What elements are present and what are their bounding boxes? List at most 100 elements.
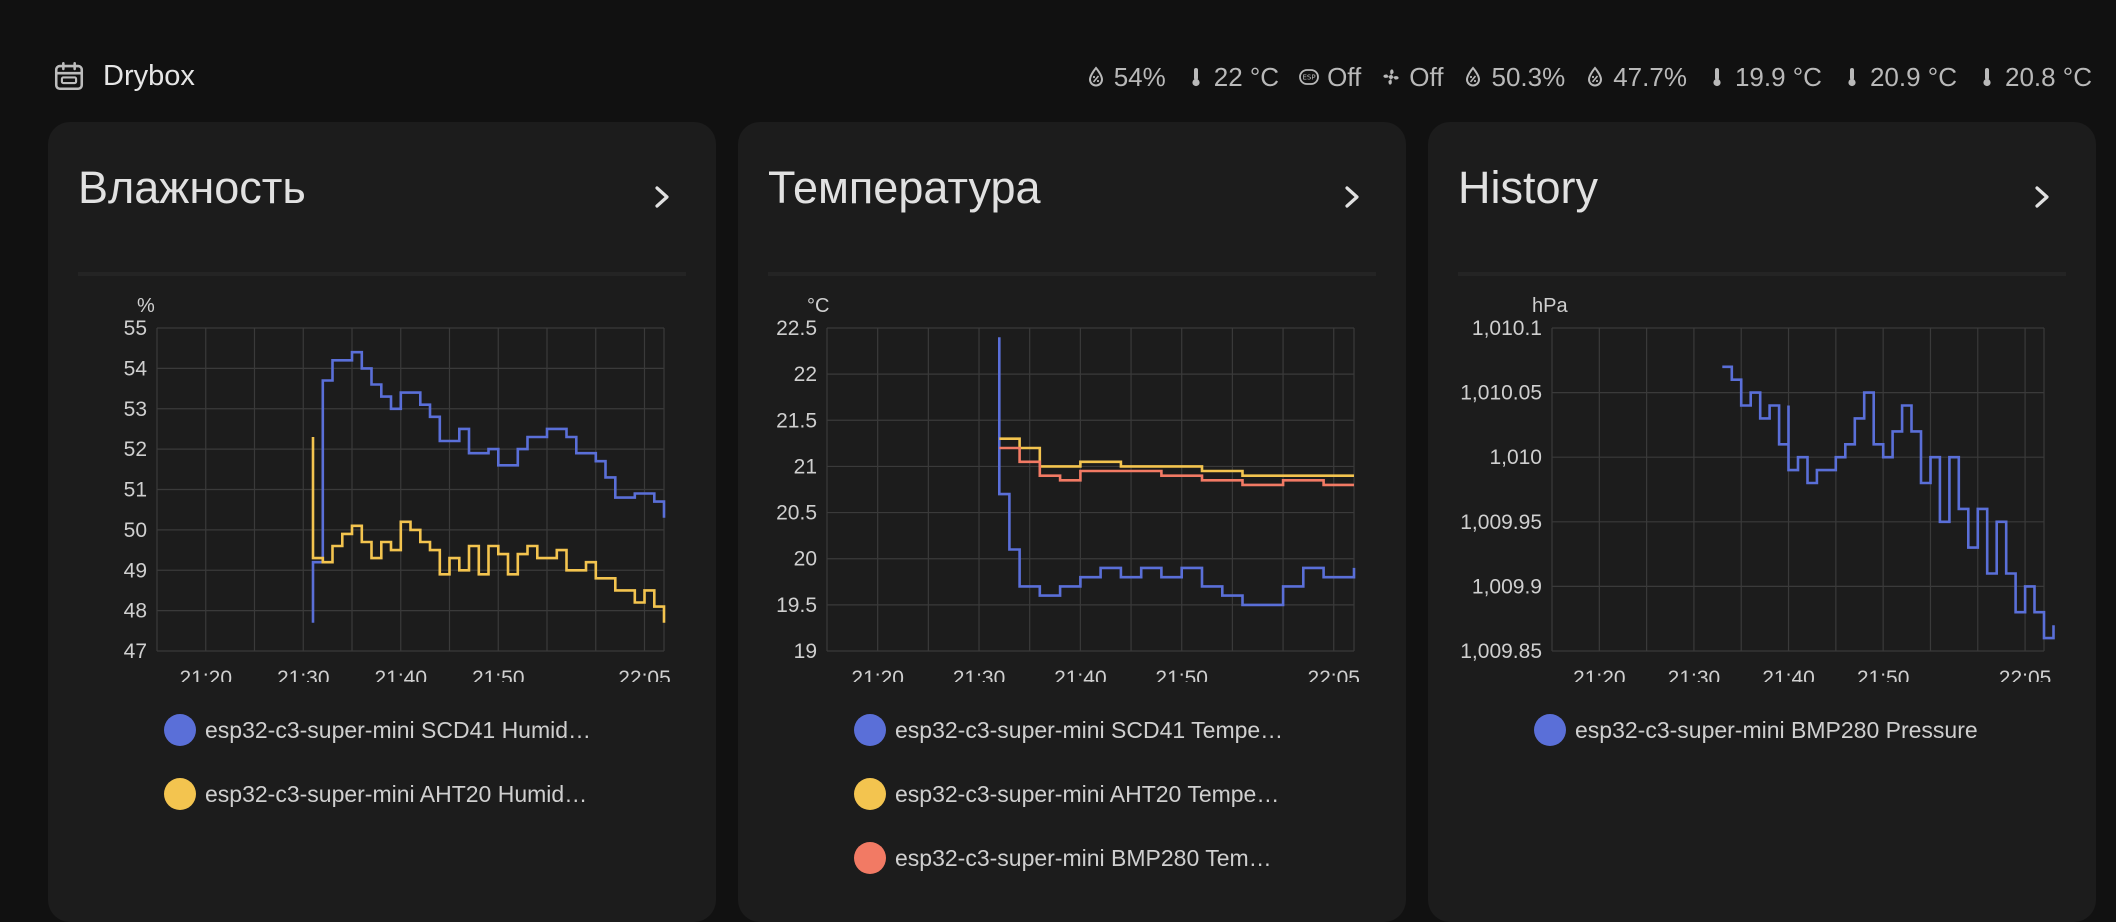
y-tick-label: 1,010.1 (1472, 317, 1542, 340)
badge-value: Off (1409, 61, 1444, 92)
temperature-card: Температура °C 22.5 22 21.5 21 20.5 20 19.5 19 21… (738, 122, 1406, 922)
legend-color-dot (854, 842, 886, 874)
divider (78, 272, 686, 276)
x-tick-label: 21:40 (1762, 667, 1815, 682)
card-title[interactable]: Влажность (78, 162, 306, 213)
legend-item[interactable]: esp32-c3-super-mini AHT20 Humid… (164, 778, 587, 810)
water-percent-icon (1088, 66, 1103, 87)
x-tick-label: 21:50 (472, 667, 525, 682)
y-tick-label: 19 (794, 640, 817, 663)
dashboard-brand: Drybox (52, 56, 195, 96)
y-tick-label: 22.5 (776, 317, 817, 340)
legend-color-dot (854, 714, 886, 746)
badge-value: 22 °C (1213, 61, 1280, 92)
x-tick-label: 22:05 (1307, 667, 1360, 682)
water-percent-icon (1466, 66, 1481, 87)
series-line[interactable] (999, 446, 1354, 487)
sensor-badge[interactable]: 19.9 °C (1705, 62, 1822, 93)
sensor-badge[interactable]: 47.7% (1583, 62, 1687, 93)
badge-value: 50.3% (1491, 61, 1566, 92)
y-tick-label: 55 (124, 317, 147, 340)
legend-item[interactable]: esp32-c3-super-mini SCD41 Humid… (164, 714, 591, 746)
legend-label: esp32-c3-super-mini AHT20 Humid… (205, 780, 588, 807)
x-tick-label: 21:50 (1155, 667, 1208, 682)
legend-color-dot (854, 778, 886, 810)
y-tick-label: 47 (124, 640, 147, 663)
sensor-badge[interactable]: 20.9 °C (1840, 62, 1957, 93)
sensor-badge[interactable]: 54% (1084, 62, 1166, 93)
series-line[interactable] (998, 337, 1356, 607)
svg-text:ESP: ESP (1303, 74, 1316, 82)
sensor-badge[interactable]: 22 °C (1184, 62, 1279, 93)
humidity-chart[interactable]: %55 54 53 52 51 50 49 48 47 21:20 21:30 21:40 21:50 2… (48, 122, 716, 682)
divider (1458, 272, 2066, 276)
legend-label: esp32-c3-super-mini SCD41 Humid… (205, 716, 592, 743)
x-tick-label: 22:05 (618, 667, 671, 682)
thermometer-icon (1983, 68, 1991, 87)
x-tick-label: 21:50 (1857, 667, 1910, 682)
dashboard-title: Drybox (103, 59, 195, 92)
water-percent-icon (1588, 66, 1603, 87)
legend-item[interactable]: esp32-c3-super-mini SCD41 Tempe… (854, 714, 1283, 746)
legend-color-dot (164, 714, 196, 746)
y-tick-label: 52 (124, 438, 147, 461)
legend-item[interactable]: esp32-c3-super-mini BMP280 Pressure (1534, 714, 1978, 746)
legend-item[interactable]: esp32-c3-super-mini BMP280 Tem… (854, 842, 1272, 874)
series-line[interactable] (311, 437, 666, 623)
chevron-right-icon[interactable] (648, 180, 676, 214)
y-tick-label: 20 (794, 548, 817, 571)
sensor-badge[interactable]: 50.3% (1461, 62, 1565, 93)
legend-item[interactable]: esp32-c3-super-mini AHT20 Tempe… (854, 778, 1279, 810)
legend-color-dot (1534, 714, 1566, 746)
series-line[interactable] (311, 350, 666, 623)
y-tick-label: 49 (124, 559, 147, 582)
x-tick-label: 21:40 (374, 667, 427, 682)
badge-value: 19.9 °C (1734, 61, 1822, 92)
badge-value: 20.8 °C (2004, 61, 2092, 92)
sensor-badge[interactable]: 20.8 °C (1975, 62, 2092, 93)
x-tick-label: 21:30 (953, 667, 1006, 682)
y-axis-unit: % (137, 295, 155, 317)
legend-label: esp32-c3-super-mini SCD41 Tempe… (895, 716, 1284, 743)
card-title[interactable]: Температура (768, 162, 1041, 213)
humidity-card: Влажность % 55 54 53 52 51 50 49 48 47 21:20 21:30 2… (48, 122, 716, 922)
chevron-right-icon[interactable] (2028, 180, 2056, 214)
series-line[interactable] (999, 437, 1354, 477)
x-tick-label: 21:30 (1668, 667, 1721, 682)
y-axis-unit: °C (807, 295, 829, 317)
card-title[interactable]: History (1458, 162, 1599, 213)
badge-value: 47.7% (1613, 61, 1687, 92)
y-tick-label: 1,009.85 (1460, 640, 1542, 663)
legend-label: esp32-c3-super-mini AHT20 Tempe… (895, 780, 1280, 807)
badge-value: 20.9 °C (1869, 61, 1957, 92)
y-tick-label: 1,009.95 (1460, 511, 1542, 534)
thermometer-icon (1713, 68, 1721, 87)
y-tick-label: 50 (124, 519, 147, 542)
y-tick-label: 54 (124, 357, 148, 380)
badge-value: Off (1327, 61, 1362, 92)
x-tick-label: 22:05 (1999, 667, 2052, 682)
thermometer-icon (1848, 68, 1856, 87)
sensor-badge[interactable]: ESP Off (1297, 62, 1361, 93)
legend-label: esp32-c3-super-mini BMP280 Pressure (1575, 716, 1978, 743)
legend-color-dot (164, 778, 196, 810)
y-tick-label: 1,010.05 (1460, 382, 1542, 405)
sensor-badge[interactable]: Off (1379, 62, 1443, 93)
temperature-chart[interactable]: °C22.5 22 21.5 21 20.5 20 19.5 19 21:20 21:30 21:4… (738, 122, 1406, 682)
y-axis-unit: hPa (1532, 295, 1568, 317)
y-tick-label: 20.5 (776, 502, 817, 525)
fan-icon (1383, 69, 1399, 85)
esphome-icon: ESP (1299, 69, 1319, 85)
thermometer-icon (1192, 68, 1200, 87)
y-tick-label: 48 (124, 600, 147, 623)
x-tick-label: 21:40 (1054, 667, 1107, 682)
x-tick-label: 21:30 (277, 667, 330, 682)
calendar-icon (52, 59, 86, 93)
badge-value: 54% (1113, 61, 1166, 92)
series-line[interactable] (1722, 365, 2055, 640)
top-bar: Drybox 54% 22 °C ESP Off Off 50.3% 47.7% 19.9 °… (0, 38, 2116, 118)
legend-label: esp32-c3-super-mini BMP280 Tem… (895, 844, 1272, 871)
chevron-right-icon[interactable] (1338, 180, 1366, 214)
y-tick-label: 21 (794, 455, 817, 478)
